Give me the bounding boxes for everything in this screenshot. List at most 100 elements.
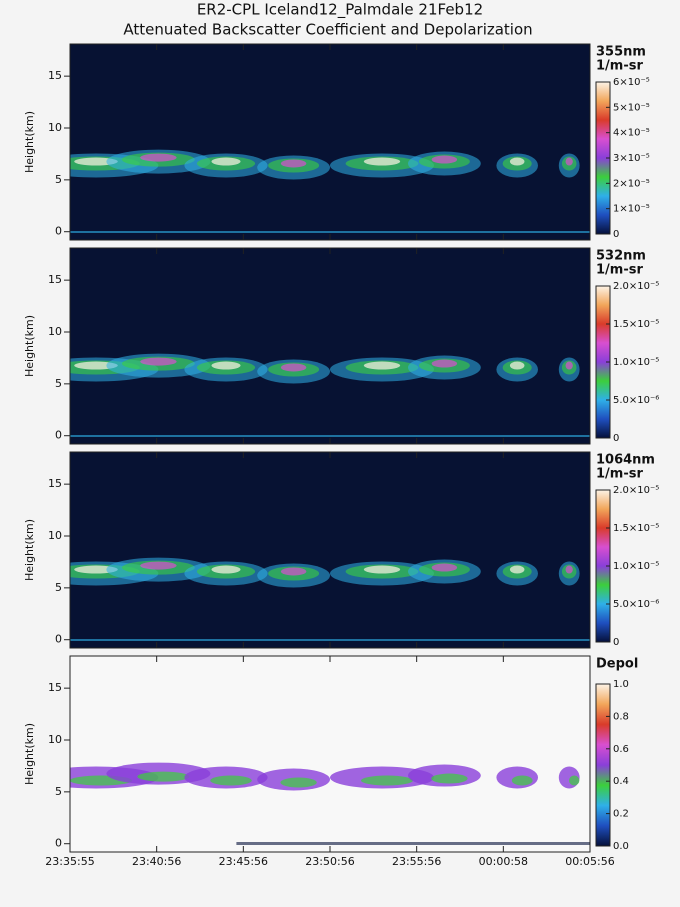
- plot-area: [70, 656, 590, 852]
- surface-return: [70, 231, 590, 233]
- colorbar-tick-label: 0.6: [613, 744, 629, 755]
- colorbar-units: 1/m-sr: [596, 59, 643, 74]
- surface-return: [236, 842, 590, 845]
- plot-area: [70, 452, 590, 648]
- surface-return: [70, 639, 590, 641]
- colorbar: [595, 683, 611, 847]
- y-tick-label: 5: [55, 581, 62, 594]
- y-tick-label: 15: [48, 681, 62, 694]
- cloud: [363, 565, 401, 574]
- x-tick-label: 00:05:56: [565, 855, 614, 868]
- cloud: [74, 565, 118, 574]
- cloud: [569, 775, 580, 786]
- y-tick-label: 10: [48, 733, 62, 746]
- cloud-layer: [70, 353, 590, 437]
- y-tick-label: 10: [48, 325, 62, 338]
- colorbar-tick-label: 0: [613, 229, 619, 240]
- y-tick-label: 5: [55, 785, 62, 798]
- y-tick-label: 5: [55, 173, 62, 186]
- cloud: [509, 157, 525, 166]
- cloud: [140, 561, 177, 570]
- colorbar-tick-label: 1.0×10⁻⁵: [613, 357, 659, 368]
- cloud: [140, 153, 177, 162]
- cloud: [565, 361, 573, 370]
- colorbar-tick-label: 1.5×10⁻⁵: [613, 319, 659, 330]
- cloud: [211, 157, 241, 166]
- x-tick-label: 23:45:56: [219, 855, 268, 868]
- y-axis-label: Height(km): [23, 111, 36, 173]
- colorbar-title: 532nm: [596, 249, 646, 264]
- cloud: [210, 775, 252, 786]
- chart-title: ER2-CPL Iceland12_Palmdale 21Feb12: [197, 1, 483, 20]
- y-tick-label: 15: [48, 69, 62, 82]
- y-tick-label: 15: [48, 477, 62, 490]
- colorbar-tick-label: 5.0×10⁻⁶: [613, 599, 659, 610]
- surface-return: [70, 435, 590, 437]
- cloud: [363, 157, 401, 166]
- colorbar-title: 1064nm: [596, 453, 655, 468]
- cloud: [509, 361, 525, 370]
- y-tick-label: 0: [55, 633, 62, 646]
- x-tick-label: 23:35:55: [45, 855, 94, 868]
- cloud: [211, 565, 241, 574]
- y-tick-label: 10: [48, 121, 62, 134]
- x-tick-label: 23:50:56: [305, 855, 354, 868]
- colorbar-tick-label: 2.0×10⁻⁵: [613, 281, 659, 292]
- colorbar-tick-label: 0.2: [613, 809, 629, 820]
- colorbar-tick-label: 0.0: [613, 841, 629, 852]
- y-tick-label: 0: [55, 225, 62, 238]
- cloud: [211, 361, 241, 370]
- colorbar-tick-label: 0.8: [613, 711, 629, 722]
- plot-area: [70, 44, 590, 240]
- colorbar-tick-label: 6×10⁻⁵: [613, 77, 650, 88]
- chart-subtitle: Attenuated Backscatter Coefficient and D…: [123, 21, 532, 39]
- cloud: [280, 159, 307, 168]
- y-tick-label: 0: [55, 837, 62, 850]
- colorbar-tick-label: 4×10⁻⁵: [613, 128, 650, 139]
- colorbar-tick-label: 5.0×10⁻⁶: [613, 395, 659, 406]
- x-tick-label: 23:40:56: [132, 855, 181, 868]
- y-tick-label: 15: [48, 273, 62, 286]
- colorbar-tick-label: 2.0×10⁻⁵: [613, 485, 659, 496]
- cloud: [361, 775, 413, 786]
- cloud: [137, 771, 190, 782]
- cloud: [431, 563, 458, 572]
- cloud: [140, 357, 177, 366]
- cloud-layer: [70, 557, 590, 641]
- y-axis-label: Height(km): [23, 315, 36, 377]
- cloud: [431, 359, 458, 368]
- y-tick-label: 10: [48, 529, 62, 542]
- colorbar-title: Depol: [596, 657, 638, 672]
- cloud: [280, 363, 307, 372]
- colorbar-tick-label: 2×10⁻⁵: [613, 178, 650, 189]
- cloud: [565, 565, 573, 574]
- cloud: [565, 157, 573, 166]
- cloud: [280, 567, 307, 576]
- cloud: [363, 361, 401, 370]
- plot-area: [70, 248, 590, 444]
- colorbar-tick-label: 1.0: [613, 679, 629, 690]
- x-tick-label: 23:55:56: [392, 855, 441, 868]
- cloud: [431, 155, 458, 164]
- cloud-layer: [70, 149, 590, 233]
- colorbar-tick-label: 5×10⁻⁵: [613, 102, 650, 113]
- cloud: [74, 157, 118, 166]
- colorbar-title: 355nm: [596, 45, 646, 60]
- x-tick-label: 00:00:58: [479, 855, 528, 868]
- cloud: [431, 773, 468, 784]
- colorbar-tick-label: 0.4: [613, 776, 629, 787]
- y-axis-label: Height(km): [23, 723, 36, 785]
- cloud: [74, 361, 118, 370]
- cloud: [280, 777, 317, 788]
- y-tick-label: 0: [55, 429, 62, 442]
- cloud: [509, 565, 525, 574]
- colorbar-tick-label: 3×10⁻⁵: [613, 153, 650, 164]
- cloud-layer: [70, 762, 590, 845]
- colorbar-tick-label: 1.5×10⁻⁵: [613, 523, 659, 534]
- y-tick-label: 5: [55, 377, 62, 390]
- colorbar-tick-label: 1×10⁻⁵: [613, 204, 650, 215]
- colorbar-units: 1/m-sr: [596, 263, 643, 278]
- colorbar-units: 1/m-sr: [596, 467, 643, 482]
- y-axis-label: Height(km): [23, 519, 36, 581]
